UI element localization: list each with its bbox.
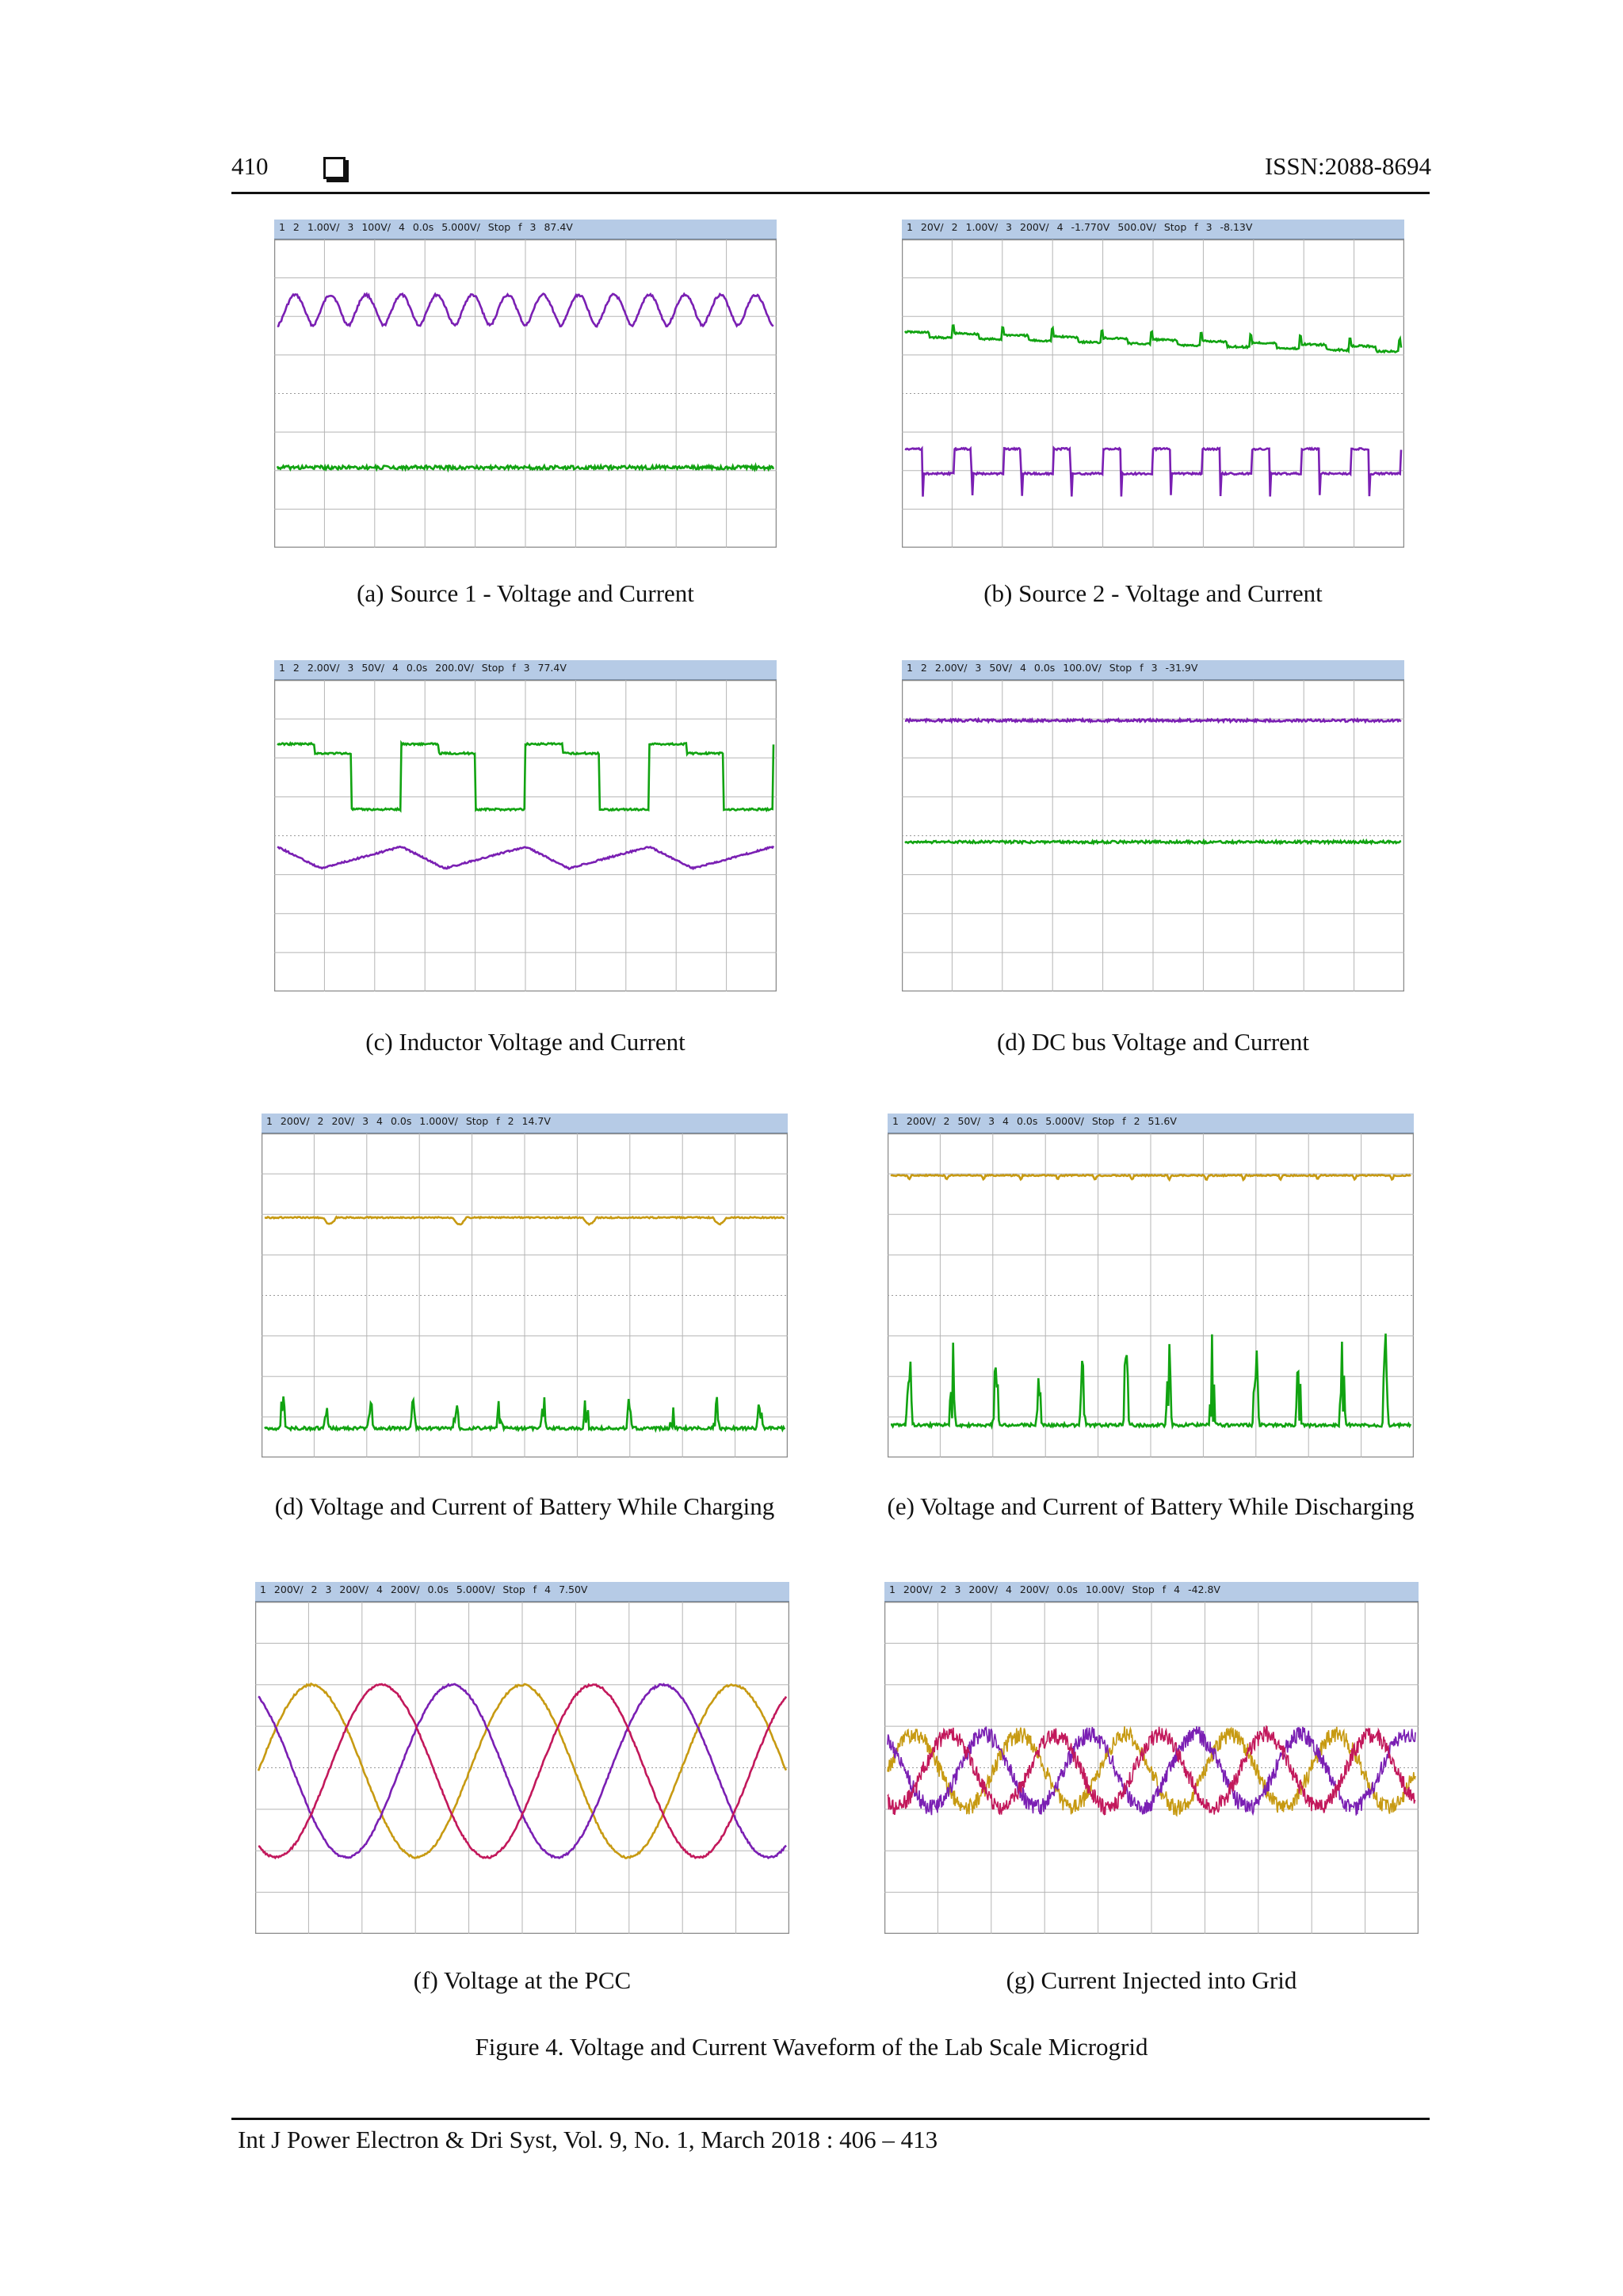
scope-status-text: 1 2 2.00V/ 3 50V/ 4 0.0s 100.0V/ Stop f …: [907, 662, 1198, 674]
caption-b: (b) Source 2 - Voltage and Current: [983, 579, 1323, 607]
scope-status-bar: 1 2 2.00V/ 3 50V/ 4 0.0s 100.0V/ Stop f …: [902, 660, 1404, 680]
scope-status-text: 1 200V/ 2 3 200V/ 4 200V/ 0.0s 5.000V/ S…: [260, 1584, 588, 1595]
caption-c: (c) Inductor Voltage and Current: [365, 1028, 685, 1056]
scope-status-bar: 1 200V/ 2 50V/ 3 4 0.0s 5.000V/ Stop f 2…: [888, 1114, 1414, 1133]
scope-status-bar: 1 2 1.00V/ 3 100V/ 4 0.0s 5.000V/ Stop f…: [274, 220, 777, 239]
scope-status-bar: 1 200V/ 2 20V/ 3 4 0.0s 1.000V/ Stop f 2…: [262, 1114, 788, 1133]
waveform-trace: [277, 739, 775, 813]
caption-a: (a) Source 1 - Voltage and Current: [357, 579, 694, 607]
caption-h: (g) Current Injected into Grid: [1006, 1966, 1297, 1994]
oscilloscope-grid: [274, 239, 777, 548]
scope-status-text: 1 2 1.00V/ 3 100V/ 4 0.0s 5.000V/ Stop f…: [279, 221, 573, 233]
oscilloscope-grid: [902, 239, 1404, 548]
issn: ISSN:2088-8694: [1264, 152, 1431, 180]
waveform-trace: [264, 1215, 785, 1226]
scope-status-text: 1 200V/ 2 3 200V/ 4 200V/ 0.0s 10.00V/ S…: [889, 1584, 1220, 1595]
footer-citation: Int J Power Electron & Dri Syst, Vol. 9,…: [238, 2126, 938, 2153]
scope-panel-e: 1 200V/ 2 20V/ 3 4 0.0s 1.000V/ Stop f 2…: [262, 1114, 788, 1457]
waveform-trace: [887, 1725, 1416, 1816]
journal-box-icon: [323, 157, 346, 179]
caption-d: (d) DC bus Voltage and Current: [996, 1028, 1310, 1056]
waveform-trace: [277, 292, 774, 328]
scope-panel-g: 1 200V/ 2 3 200V/ 4 200V/ 0.0s 5.000V/ S…: [255, 1582, 789, 1934]
waveform-trace: [276, 462, 775, 473]
caption-e: (d) Voltage and Current of Battery While…: [274, 1492, 775, 1520]
page-number: 410: [231, 152, 269, 180]
scope-status-bar: 1 200V/ 2 3 200V/ 4 200V/ 0.0s 10.00V/ S…: [884, 1582, 1419, 1602]
scope-status-text: 1 200V/ 2 20V/ 3 4 0.0s 1.000V/ Stop f 2…: [266, 1115, 551, 1127]
scope-status-bar: 1 2 2.00V/ 3 50V/ 4 0.0s 200.0V/ Stop f …: [274, 660, 777, 680]
footer-rule: [231, 2118, 1430, 2120]
scope-panel-f: 1 200V/ 2 50V/ 3 4 0.0s 5.000V/ Stop f 2…: [888, 1114, 1414, 1457]
scope-status-bar: 1 200V/ 2 3 200V/ 4 200V/ 0.0s 5.000V/ S…: [255, 1582, 789, 1602]
scope-panel-b: 1 20V/ 2 1.00V/ 3 200V/ 4 -1.770V 500.0V…: [902, 220, 1404, 548]
scope-panel-d: 1 2 2.00V/ 3 50V/ 4 0.0s 100.0V/ Stop f …: [902, 660, 1404, 991]
waveform-trace: [258, 1683, 788, 1860]
caption-f: (e) Voltage and Current of Battery While…: [887, 1492, 1415, 1520]
waveform-trace: [887, 1725, 1416, 1817]
oscilloscope-grid: [888, 1133, 1414, 1457]
waveform-trace: [904, 445, 1403, 497]
scope-panel-c: 1 2 2.00V/ 3 50V/ 4 0.0s 200.0V/ Stop f …: [274, 660, 777, 991]
scope-panel-a: 1 2 1.00V/ 3 100V/ 4 0.0s 5.000V/ Stop f…: [274, 220, 777, 548]
oscilloscope-grid: [262, 1133, 788, 1457]
oscilloscope-grid: [884, 1601, 1419, 1934]
waveform-trace: [904, 716, 1402, 724]
waveform-trace: [887, 1726, 1416, 1817]
oscilloscope-grid: [902, 679, 1404, 991]
caption-g: (f) Voltage at the PCC: [413, 1966, 632, 1994]
figure-caption: Figure 4. Voltage and Current Waveform o…: [475, 2033, 1148, 2061]
oscilloscope-grid: [255, 1601, 789, 1934]
oscilloscope-grid: [274, 679, 777, 991]
waveform-trace: [264, 1396, 786, 1434]
scope-status-text: 1 200V/ 2 50V/ 3 4 0.0s 5.000V/ Stop f 2…: [892, 1115, 1177, 1127]
scope-status-text: 1 20V/ 2 1.00V/ 3 200V/ 4 -1.770V 500.0V…: [907, 221, 1253, 233]
waveform-trace: [903, 324, 1403, 354]
header-rule: [231, 192, 1430, 194]
waveform-trace: [890, 1173, 1411, 1182]
scope-status-text: 1 2 2.00V/ 3 50V/ 4 0.0s 200.0V/ Stop f …: [279, 662, 567, 674]
waveform-trace: [904, 838, 1402, 846]
waveform-trace: [890, 1333, 1412, 1431]
scope-status-bar: 1 20V/ 2 1.00V/ 3 200V/ 4 -1.770V 500.0V…: [902, 220, 1404, 239]
scope-panel-h: 1 200V/ 2 3 200V/ 4 200V/ 0.0s 10.00V/ S…: [884, 1582, 1419, 1934]
waveform-trace: [277, 845, 775, 871]
